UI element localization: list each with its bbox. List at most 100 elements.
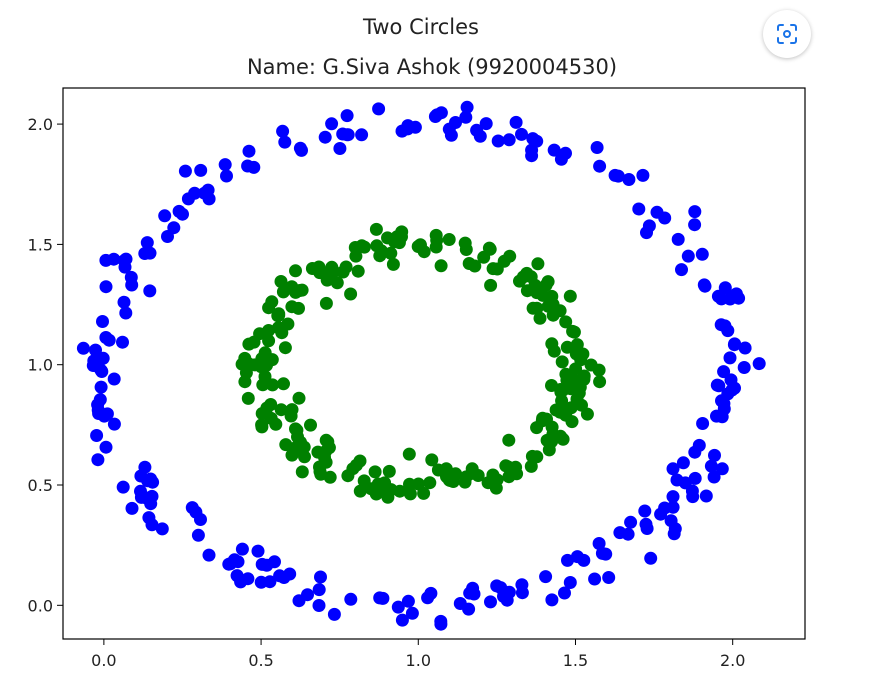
series-0-point [666, 490, 680, 504]
series-1-point [458, 236, 472, 250]
series-0-point [138, 247, 152, 260]
series-0-point [491, 134, 505, 148]
series-0-point [155, 522, 169, 536]
series-1-point [242, 337, 256, 351]
series-0-point [434, 617, 448, 631]
series-0-point [194, 163, 208, 177]
series-0-point [391, 600, 405, 614]
series-0-point [707, 470, 721, 484]
series-0-point [621, 527, 635, 541]
series-0-point [590, 141, 604, 154]
series-0-point [570, 550, 584, 564]
series-0-point [752, 357, 766, 371]
series-0-point [676, 456, 690, 470]
series-0-point [460, 100, 474, 114]
series-0-point [254, 575, 268, 589]
series-1-point [502, 433, 516, 447]
series-1-point [412, 477, 425, 491]
series-0-point [142, 511, 156, 525]
y-tick-label: 1.5 [28, 235, 53, 254]
series-0-point [588, 572, 602, 586]
series-1-point [298, 450, 311, 464]
series-1-point [313, 465, 327, 478]
series-0-point [554, 152, 568, 166]
series-1-point [429, 240, 443, 254]
series-0-point [675, 263, 688, 277]
series-0-point [107, 372, 121, 386]
series-0-point [484, 595, 497, 609]
series-0-point [717, 365, 731, 379]
series-1-point [530, 301, 544, 315]
series-0-point [293, 141, 307, 155]
series-0-point [654, 507, 668, 521]
scan-button[interactable] [763, 10, 811, 58]
series-0-point [467, 587, 481, 601]
series-0-point [547, 143, 561, 157]
series-0-point [428, 110, 442, 123]
series-1-point [499, 459, 513, 473]
series-1-point [509, 460, 523, 474]
series-1-point [574, 353, 588, 367]
series-1-point [559, 367, 573, 381]
series-1-point [555, 355, 569, 369]
series-1-point [575, 398, 588, 412]
series-1-point [265, 295, 279, 309]
series-0-point [723, 351, 737, 365]
series-1-point [369, 222, 383, 236]
series-1-point [555, 394, 569, 408]
series-1-point [559, 315, 573, 329]
series-1-point [292, 391, 306, 405]
series-0-point [116, 335, 129, 349]
series-1-point [566, 324, 580, 338]
y-tick-label: 0.0 [28, 596, 53, 615]
series-0-point [107, 417, 121, 431]
series-1-point [330, 276, 344, 290]
series-0-point [376, 591, 390, 605]
x-tick-label: 0.0 [91, 651, 116, 670]
series-0-point [102, 333, 116, 347]
series-0-point [372, 102, 386, 116]
chart-title: Two Circles [362, 15, 479, 39]
series-1-point [539, 278, 553, 292]
series-1-point [434, 259, 448, 273]
series-0-point [255, 557, 269, 571]
series-1-point [530, 450, 544, 464]
series-1-point [339, 260, 353, 274]
series-0-point [710, 378, 724, 392]
series-0-point [545, 593, 559, 607]
series-1-point [413, 239, 427, 253]
series-0-point [442, 122, 456, 136]
series-0-point [737, 361, 751, 374]
series-0-point [688, 205, 702, 219]
series-1-point [295, 283, 309, 297]
series-0-point [134, 469, 148, 483]
series-0-point [273, 569, 287, 583]
series-0-point [91, 403, 105, 417]
series-0-point [622, 173, 636, 186]
series-1-point [348, 241, 362, 254]
series-0-point [698, 279, 712, 293]
series-0-point [639, 517, 653, 531]
series-1-point [295, 465, 309, 479]
series-0-point [340, 109, 354, 123]
series-1-point [547, 344, 561, 358]
series-1-point [281, 317, 295, 331]
series-0-point [640, 226, 653, 240]
plot-area [62, 87, 806, 640]
y-tick-label: 1.0 [28, 356, 53, 375]
series-0-point [355, 128, 369, 142]
series-0-point [247, 160, 261, 174]
series-1-point [565, 415, 579, 429]
series-1-point [319, 266, 333, 280]
series-0-point [699, 489, 713, 503]
series-1-point [262, 324, 276, 337]
series-0-point [715, 462, 729, 476]
series-0-point [539, 570, 553, 584]
series-0-point [526, 132, 540, 146]
series-0-point [636, 168, 650, 182]
series-0-point [408, 120, 422, 134]
series-0-point [666, 462, 680, 476]
x-tick-label: 1.5 [563, 651, 588, 670]
series-0-point [93, 393, 107, 407]
